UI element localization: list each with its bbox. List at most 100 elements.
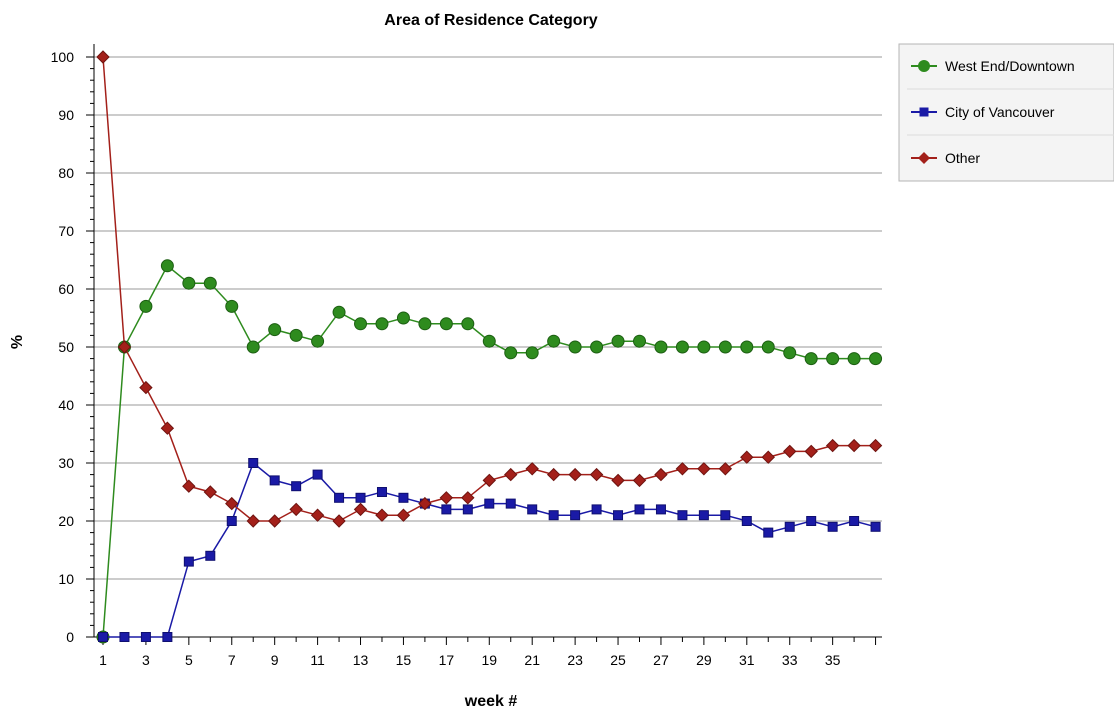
- data-point: [590, 340, 604, 354]
- data-point: [183, 556, 194, 567]
- data-point: [139, 380, 153, 395]
- x-tick-label: 35: [825, 652, 841, 668]
- x-tick-label: 25: [610, 652, 626, 668]
- data-point: [375, 508, 389, 522]
- data-point: [740, 450, 754, 464]
- data-point: [225, 299, 239, 313]
- data-point: [119, 632, 130, 642]
- data-point: [546, 467, 561, 482]
- data-point: [246, 340, 260, 354]
- data-point: [784, 521, 795, 532]
- data-point: [761, 450, 775, 464]
- data-point: [312, 469, 323, 480]
- data-point: [248, 458, 259, 468]
- x-tick-label: 19: [481, 652, 497, 668]
- data-point: [375, 317, 389, 331]
- data-point: [355, 492, 366, 503]
- data-point: [504, 467, 518, 482]
- x-axis-title: week #: [464, 693, 518, 710]
- data-point: [418, 496, 432, 511]
- data-point: [675, 340, 689, 354]
- data-point: [761, 340, 775, 354]
- data-point: [783, 444, 797, 459]
- data-point: [570, 510, 581, 521]
- data-point: [396, 508, 411, 522]
- data-point: [632, 473, 647, 488]
- data-point: [868, 438, 883, 453]
- data-point: [611, 473, 625, 488]
- data-point: [354, 317, 368, 331]
- data-point: [418, 317, 432, 331]
- data-point: [825, 438, 840, 453]
- data-point: [847, 352, 861, 366]
- y-tick-label: 90: [58, 107, 74, 123]
- x-tick-label: 11: [310, 652, 325, 668]
- data-point: [804, 352, 818, 366]
- x-tick-label: 17: [439, 652, 455, 668]
- x-tick-label: 13: [353, 652, 369, 668]
- data-point: [718, 462, 733, 476]
- data-point: [267, 514, 282, 528]
- data-point: [462, 504, 473, 515]
- legend-label: West End/Downtown: [945, 58, 1075, 74]
- y-tick-label: 60: [58, 281, 74, 297]
- data-point: [525, 346, 539, 360]
- data-point: [334, 492, 345, 503]
- x-tick-label: 9: [271, 652, 279, 668]
- data-point: [525, 462, 539, 476]
- data-point: [396, 311, 410, 325]
- data-point: [182, 276, 196, 290]
- data-point: [697, 462, 711, 476]
- legend-marker-circle: [918, 60, 930, 72]
- data-point: [718, 340, 732, 354]
- data-point: [740, 340, 754, 354]
- series-line: [103, 461, 876, 638]
- data-point: [160, 421, 175, 435]
- data-point: [697, 340, 711, 354]
- y-tick-label: 10: [58, 571, 74, 587]
- data-point: [505, 498, 516, 509]
- x-tick-label: 21: [524, 652, 540, 668]
- x-tick-label: 27: [653, 652, 669, 668]
- data-point: [332, 305, 346, 319]
- data-point: [654, 467, 668, 482]
- data-point: [633, 334, 647, 348]
- series-line: [102, 264, 876, 638]
- y-tick-label: 30: [58, 455, 74, 471]
- data-point: [289, 328, 303, 342]
- data-point: [461, 317, 475, 331]
- data-point: [226, 516, 237, 526]
- data-point: [827, 521, 838, 532]
- data-point: [225, 496, 239, 511]
- data-point: [140, 632, 151, 642]
- x-tick-label: 7: [228, 652, 236, 668]
- data-point: [634, 504, 645, 515]
- data-point: [568, 467, 582, 482]
- data-point: [589, 467, 604, 482]
- series-other: [96, 50, 883, 528]
- legend-marker-diamond: [918, 152, 930, 164]
- data-point: [203, 485, 218, 499]
- x-tick-label: 29: [696, 652, 712, 668]
- data-point: [482, 334, 496, 348]
- data-point: [720, 510, 731, 521]
- y-tick-label: 100: [51, 49, 75, 65]
- x-tick-label: 3: [142, 652, 150, 668]
- data-point: [98, 632, 108, 642]
- y-tick-label: 80: [58, 165, 74, 181]
- data-point: [311, 334, 325, 348]
- data-point: [269, 475, 280, 486]
- y-tick-label: 70: [58, 223, 74, 239]
- data-point: [527, 504, 538, 515]
- data-point: [870, 521, 881, 532]
- data-point: [182, 479, 196, 493]
- y-tick-label: 40: [58, 397, 74, 413]
- x-tick-label: 5: [185, 652, 193, 668]
- data-point: [677, 510, 688, 521]
- data-point: [96, 50, 110, 64]
- data-point: [203, 276, 217, 290]
- data-point: [763, 527, 774, 538]
